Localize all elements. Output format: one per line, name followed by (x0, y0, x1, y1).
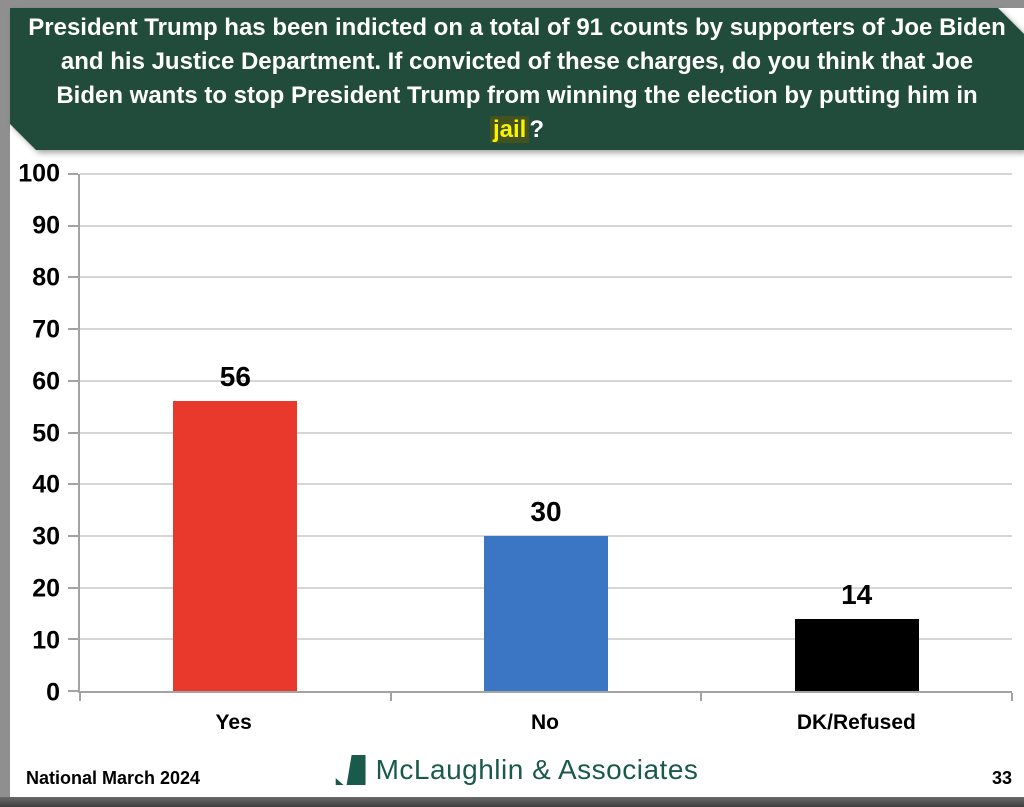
y-axis-tick (68, 431, 78, 434)
y-axis-tick-label: 40 (32, 470, 60, 499)
mclaughlin-logo: McLaughlin & Associates (335, 754, 699, 786)
bar-value-label: 14 (841, 578, 873, 610)
y-axis-tick (68, 534, 78, 537)
x-axis-tick (1011, 693, 1013, 701)
y-axis-tick-label: 50 (32, 419, 60, 447)
y-axis-tick-label: 20 (32, 574, 60, 603)
x-axis-tick (79, 693, 81, 701)
gridline (80, 276, 1012, 279)
question-text-after: ? (529, 116, 545, 143)
y-axis-tick (68, 379, 78, 382)
y-axis-tick (68, 224, 78, 227)
y-axis-tick-label: 80 (32, 263, 60, 292)
category-labels: Yes No DK/Refused (78, 697, 1012, 739)
gridline (80, 379, 1012, 382)
mclaughlin-logo-icon (335, 755, 366, 785)
y-axis-tick-label: 100 (18, 159, 60, 188)
y-axis-tick-label: 90 (32, 211, 60, 240)
question-header: President Trump has been indicted on a t… (10, 8, 1024, 150)
gridline (80, 431, 1012, 434)
y-axis-labels: 0 10 20 30 40 50 60 70 80 90 100 (10, 160, 66, 707)
bar-value-label: 56 (219, 361, 251, 393)
plot-area: 56 30 14 (68, 173, 1013, 701)
category-label: No (531, 711, 559, 734)
bar-no (484, 535, 608, 691)
bar-value-label: 30 (530, 495, 562, 527)
question-header-wrap: President Trump has been indicted on a t… (10, 8, 1024, 150)
jail-highlight: jail (490, 116, 529, 143)
gridline (80, 224, 1012, 227)
y-axis-tick (68, 328, 78, 331)
y-axis-tick (68, 276, 78, 279)
bar-yes (173, 401, 298, 691)
y-axis-tick-label: 30 (32, 522, 60, 551)
question-text: President Trump has been indicted on a t… (26, 11, 1008, 147)
y-axis-tick (68, 638, 78, 641)
logo-text: McLaughlin & Associates (375, 754, 699, 785)
gridline (80, 483, 1012, 486)
y-axis-tick-label: 70 (32, 315, 60, 344)
y-axis-tick-label: 0 (46, 678, 60, 707)
gridline (80, 328, 1012, 331)
y-axis-tick-label: 10 (32, 626, 60, 655)
bar-slot: 56 (173, 174, 298, 691)
y-axis-tick-label: 60 (32, 367, 60, 396)
page-number: 33 (991, 768, 1012, 788)
survey-scope-label: National March 2024 (26, 768, 201, 788)
y-axis-tick (68, 173, 78, 175)
slide: President Trump has been indicted on a t… (10, 8, 1024, 797)
y-axis-tick (68, 690, 78, 692)
x-axis-tick (389, 693, 392, 701)
window-bottom-edge (0, 797, 1024, 807)
y-axis-tick (68, 483, 78, 486)
y-axis-tick (68, 586, 78, 589)
x-axis-tick (700, 693, 703, 701)
question-text-before: President Trump has been indicted on a t… (28, 14, 1006, 109)
category-label: DK/Refused (796, 711, 916, 734)
bar-dk-refused (794, 618, 919, 691)
bar-slot: 14 (794, 174, 919, 691)
gridline (80, 173, 1012, 175)
category-label: Yes (215, 711, 252, 734)
bar-slot: 30 (484, 174, 608, 691)
